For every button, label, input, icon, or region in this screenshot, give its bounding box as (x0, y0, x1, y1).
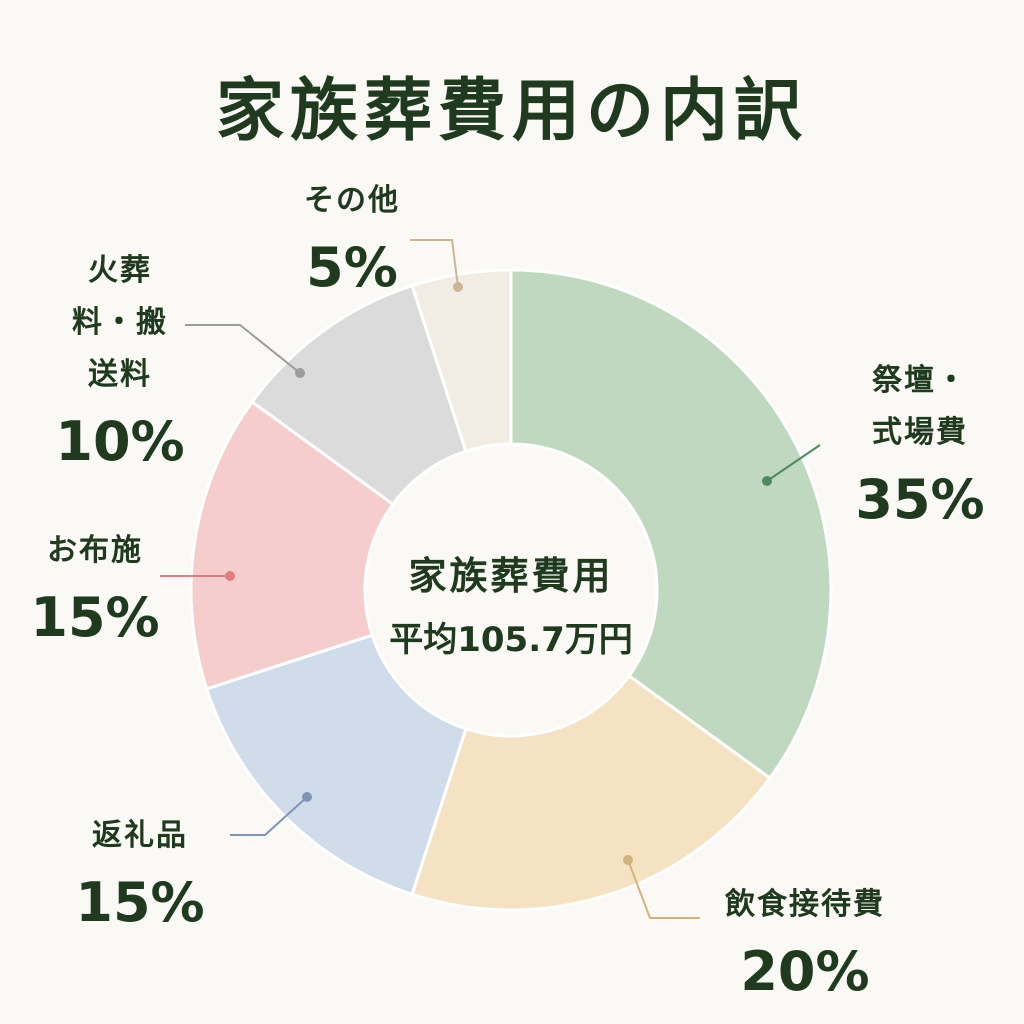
leader-line (766, 444, 821, 482)
leader-line (410, 239, 459, 288)
slice (509, 268, 833, 781)
slice (189, 399, 395, 691)
leader-dot (762, 476, 772, 486)
slice-label: 火葬料・搬送料 10% (55, 245, 184, 477)
chart-title: 家族葬費用の内訳 (215, 72, 808, 151)
category-label: 飲食接待費 (725, 887, 885, 922)
center-title: 家族葬費用 (408, 554, 614, 598)
leader-line (230, 796, 308, 836)
leader-dot (623, 855, 633, 865)
slice-label: その他 5% (304, 175, 400, 303)
category-label: 返礼品 (91, 818, 188, 853)
slice (410, 673, 772, 912)
category-label: 祭壇・式場費 (871, 363, 968, 450)
category-label: お布施 (46, 533, 143, 568)
leader-dot (453, 282, 463, 292)
leader-dot (295, 368, 305, 378)
center-subtitle: 平均105.7万円 (389, 620, 633, 660)
category-label: その他 (304, 183, 400, 218)
leader-dot (302, 792, 312, 802)
value-label: 5% (306, 236, 398, 299)
value-label: 35% (855, 468, 985, 531)
slice-label: お布施 15% (30, 525, 159, 653)
value-label: 15% (75, 871, 205, 934)
value-label: 15% (30, 586, 160, 649)
slice-label: 祭壇・式場費 35% (855, 355, 984, 535)
slice-label: 返礼品 15% (75, 810, 204, 938)
slice (410, 268, 513, 454)
slice-label: 飲食接待費 20% (725, 879, 885, 1007)
value-label: 10% (55, 410, 185, 473)
leader-line (627, 859, 700, 919)
leader-line (185, 324, 301, 374)
leader-dot (225, 571, 235, 581)
value-label: 20% (740, 940, 870, 1003)
slice (204, 633, 468, 897)
category-label: 火葬料・搬送料 (71, 253, 168, 392)
